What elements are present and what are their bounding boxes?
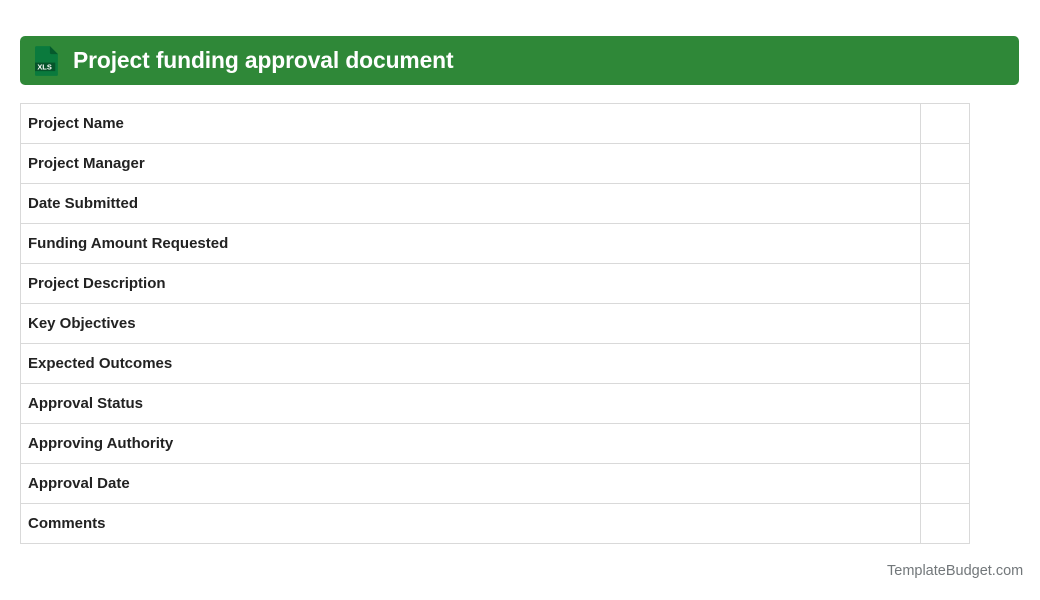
svg-text:XLS: XLS <box>37 62 52 71</box>
